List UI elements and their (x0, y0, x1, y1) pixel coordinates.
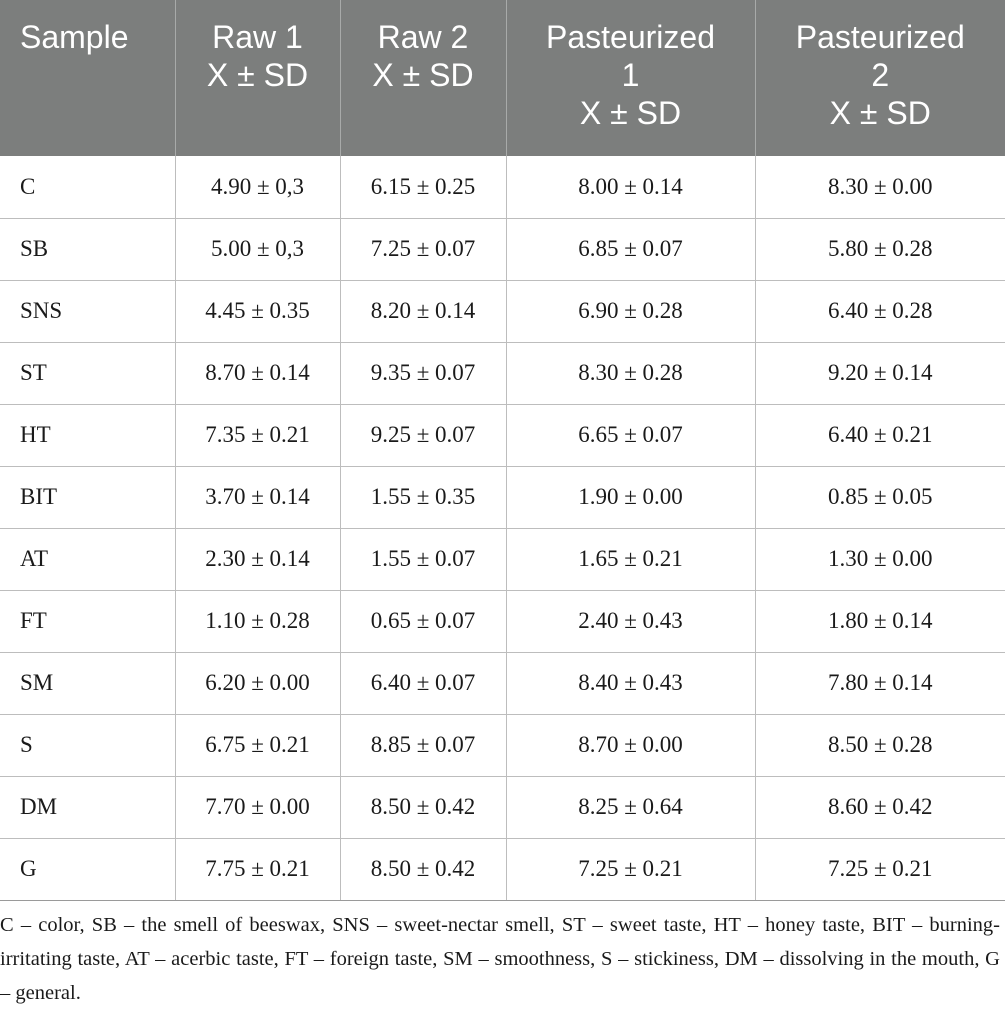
pasteurized-2-cell: 8.30 ± 0.00 (754, 156, 1005, 219)
pasteurized-1-cell: 6.85 ± 0.07 (505, 218, 755, 281)
sample-cell: S (0, 714, 175, 777)
raw-2-cell: 6.40 ± 0.07 (339, 652, 506, 715)
table-row: SB 5.00 ± 0,3 7.25 ± 0.07 6.85 ± 0.07 5.… (0, 218, 1005, 281)
pasteurized-2-cell: 8.60 ± 0.42 (754, 776, 1005, 839)
header-line: Pasteurized (795, 19, 965, 55)
table-row: SM 6.20 ± 0.00 6.40 ± 0.07 8.40 ± 0.43 7… (0, 652, 1005, 715)
pasteurized-2-cell: 8.50 ± 0.28 (754, 714, 1005, 777)
table-row: S 6.75 ± 0.21 8.85 ± 0.07 8.70 ± 0.00 8.… (0, 714, 1005, 777)
raw-2-cell: 8.85 ± 0.07 (339, 714, 506, 777)
header-line: X ± SD (372, 57, 474, 93)
raw-2-cell: 6.15 ± 0.25 (339, 156, 506, 219)
pasteurized-2-cell: 6.40 ± 0.28 (754, 280, 1005, 343)
raw-2-cell: 9.35 ± 0.07 (339, 342, 506, 405)
data-table: Sample Raw 1 X ± SD Raw 2 X ± SD Pasteur… (0, 0, 1005, 901)
sample-cell: SM (0, 652, 175, 715)
table-row: DM 7.70 ± 0.00 8.50 ± 0.42 8.25 ± 0.64 8… (0, 776, 1005, 839)
header-line: X ± SD (579, 95, 682, 131)
raw-2-cell: 1.55 ± 0.07 (339, 528, 506, 591)
table-row: AT 2.30 ± 0.14 1.55 ± 0.07 1.65 ± 0.21 1… (0, 528, 1005, 591)
raw-1-cell: 2.30 ± 0.14 (174, 528, 340, 591)
raw-1-cell: 6.75 ± 0.21 (174, 714, 340, 777)
sample-cell: C (0, 156, 175, 219)
sample-cell: SB (0, 218, 175, 281)
header-line: 1 (621, 57, 640, 93)
table-footnote: C – color, SB – the smell of beeswax, SN… (0, 914, 1000, 1004)
sample-cell: AT (0, 528, 175, 591)
header-cell-pasteurized-2: Pasteurized 2 X ± SD (754, 0, 1005, 156)
pasteurized-2-cell: 7.25 ± 0.21 (754, 838, 1005, 901)
header-line: Pasteurized (546, 19, 715, 55)
raw-2-cell: 7.25 ± 0.07 (339, 218, 506, 281)
pasteurized-2-cell: 9.20 ± 0.14 (754, 342, 1005, 405)
raw-2-cell: 8.20 ± 0.14 (339, 280, 506, 343)
header-cell-raw-2: Raw 2 X ± SD (339, 0, 506, 156)
sample-cell: HT (0, 404, 175, 467)
pasteurized-2-cell: 0.85 ± 0.05 (754, 466, 1005, 529)
raw-2-cell: 9.25 ± 0.07 (339, 404, 506, 467)
sample-cell: SNS (0, 280, 175, 343)
header-cell-pasteurized-1: Pasteurized 1 X ± SD (505, 0, 755, 156)
pasteurized-1-cell: 8.40 ± 0.43 (505, 652, 755, 715)
table-row: C 4.90 ± 0,3 6.15 ± 0.25 8.00 ± 0.14 8.3… (0, 156, 1005, 219)
raw-1-cell: 4.45 ± 0.35 (174, 280, 340, 343)
header-line: Raw 1 (212, 19, 303, 55)
header-line: 2 (871, 57, 890, 93)
pasteurized-2-cell: 7.80 ± 0.14 (754, 652, 1005, 715)
header-line: X ± SD (829, 95, 931, 131)
pasteurized-1-cell: 2.40 ± 0.43 (505, 590, 755, 653)
pasteurized-1-cell: 8.00 ± 0.14 (505, 156, 755, 219)
header-cell-sample: Sample (0, 0, 175, 156)
table-body: C 4.90 ± 0,3 6.15 ± 0.25 8.00 ± 0.14 8.3… (0, 156, 1005, 901)
pasteurized-1-cell: 1.65 ± 0.21 (505, 528, 755, 591)
table-row: ST 8.70 ± 0.14 9.35 ± 0.07 8.30 ± 0.28 9… (0, 342, 1005, 405)
pasteurized-1-cell: 8.25 ± 0.64 (505, 776, 755, 839)
header-cell-raw-1: Raw 1 X ± SD (174, 0, 340, 156)
sample-cell: FT (0, 590, 175, 653)
table-header: Sample Raw 1 X ± SD Raw 2 X ± SD Pasteur… (0, 0, 1005, 156)
pasteurized-2-cell: 6.40 ± 0.21 (754, 404, 1005, 467)
header-line: X ± SD (206, 57, 309, 93)
raw-2-cell: 1.55 ± 0.35 (339, 466, 506, 529)
pasteurized-1-cell: 8.70 ± 0.00 (505, 714, 755, 777)
pasteurized-2-cell: 1.30 ± 0.00 (754, 528, 1005, 591)
raw-1-cell: 7.75 ± 0.21 (174, 838, 340, 901)
sample-cell: DM (0, 776, 175, 839)
raw-2-cell: 0.65 ± 0.07 (339, 590, 506, 653)
raw-1-cell: 6.20 ± 0.00 (174, 652, 340, 715)
table-row: G 7.75 ± 0.21 8.50 ± 0.42 7.25 ± 0.21 7.… (0, 838, 1005, 901)
header-line: Raw 2 (377, 19, 469, 55)
pasteurized-1-cell: 8.30 ± 0.28 (505, 342, 755, 405)
pasteurized-1-cell: 7.25 ± 0.21 (505, 838, 755, 901)
raw-1-cell: 1.10 ± 0.28 (174, 590, 340, 653)
raw-1-cell: 8.70 ± 0.14 (174, 342, 340, 405)
raw-1-cell: 7.70 ± 0.00 (174, 776, 340, 839)
raw-1-cell: 4.90 ± 0,3 (174, 156, 340, 219)
table-row: FT 1.10 ± 0.28 0.65 ± 0.07 2.40 ± 0.43 1… (0, 590, 1005, 653)
raw-2-cell: 8.50 ± 0.42 (339, 838, 506, 901)
sample-cell: G (0, 838, 175, 901)
sample-cell: ST (0, 342, 175, 405)
pasteurized-1-cell: 6.65 ± 0.07 (505, 404, 755, 467)
sample-cell: BIT (0, 466, 175, 529)
pasteurized-2-cell: 5.80 ± 0.28 (754, 218, 1005, 281)
table-row: HT 7.35 ± 0.21 9.25 ± 0.07 6.65 ± 0.07 6… (0, 404, 1005, 467)
table-row: BIT 3.70 ± 0.14 1.55 ± 0.35 1.90 ± 0.00 … (0, 466, 1005, 529)
header-row: Sample Raw 1 X ± SD Raw 2 X ± SD Pasteur… (0, 0, 1005, 156)
raw-1-cell: 7.35 ± 0.21 (174, 404, 340, 467)
pasteurized-1-cell: 1.90 ± 0.00 (505, 466, 755, 529)
raw-1-cell: 5.00 ± 0,3 (174, 218, 340, 281)
raw-2-cell: 8.50 ± 0.42 (339, 776, 506, 839)
pasteurized-1-cell: 6.90 ± 0.28 (505, 280, 755, 343)
table-row: SNS 4.45 ± 0.35 8.20 ± 0.14 6.90 ± 0.28 … (0, 280, 1005, 343)
pasteurized-2-cell: 1.80 ± 0.14 (754, 590, 1005, 653)
raw-1-cell: 3.70 ± 0.14 (174, 466, 340, 529)
header-line: Sample (20, 19, 129, 55)
